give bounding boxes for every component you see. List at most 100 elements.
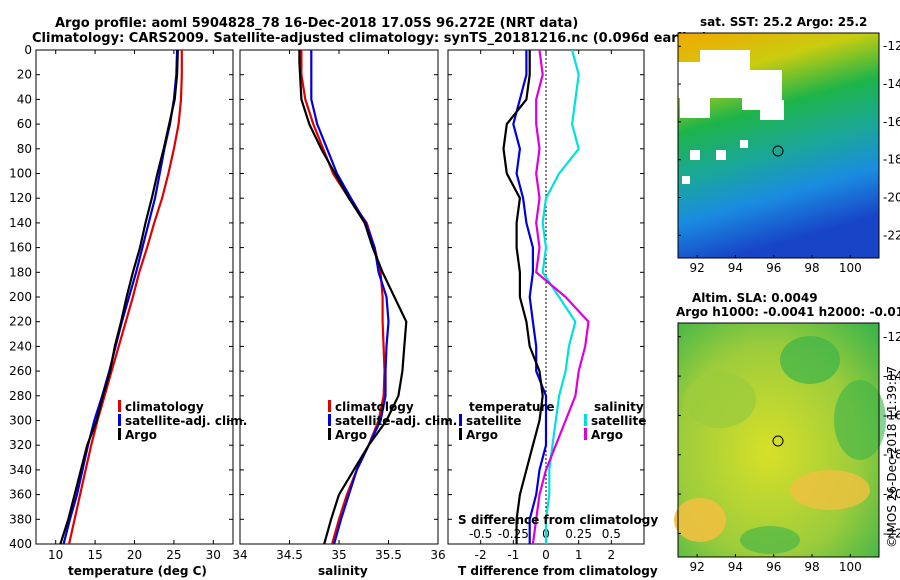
- salinity-legend: climatology satellite-adj. clim. Argo: [328, 400, 457, 442]
- map-y-tick-label: -18: [883, 153, 900, 167]
- depth-tick-label: 360: [9, 488, 32, 502]
- depth-tick-label: 200: [9, 290, 32, 304]
- x-tick-label: 36: [430, 548, 445, 562]
- depth-tick-label: 300: [9, 414, 32, 428]
- temperature-legend: climatology satellite-adj. clim. Argo: [118, 400, 247, 442]
- map-x-tick-label: 100: [839, 261, 862, 275]
- series-line-s-argo: [531, 50, 590, 544]
- series-line-t-argo: [502, 50, 544, 544]
- temperature-series: [59, 50, 183, 544]
- sla-title-line-2: Argo h1000: -0.0041 h2000: -0.014: [676, 305, 900, 319]
- map-x-tick-label: 100: [839, 560, 862, 574]
- legend-t-argo: Argo: [466, 428, 498, 442]
- sst-cloud-mask: [678, 50, 784, 184]
- map-y-tick-label: -22: [883, 526, 900, 540]
- legend-climatology: climatology: [125, 400, 204, 414]
- x-tick-label: 35.5: [375, 548, 402, 562]
- depth-tick-label: 380: [9, 512, 32, 526]
- series-line-climatology: [68, 50, 183, 544]
- legend-s-argo: Argo: [591, 428, 623, 442]
- depth-tick-label: 160: [9, 241, 32, 255]
- legend-swatch-argo: [118, 428, 121, 440]
- series-line-t-satellite: [512, 50, 548, 544]
- map-x-tick-label: 94: [728, 560, 743, 574]
- legend-climatology: climatology: [335, 400, 414, 414]
- sla-map-ticks: 92 94 96 98 100 -12 -14 -16 -18 -20 -22: [678, 330, 900, 574]
- legend-argo: Argo: [125, 428, 157, 442]
- sla-field-patches: [674, 336, 886, 554]
- x-tick-label: -1: [507, 548, 519, 562]
- depth-tick-label: 400: [9, 537, 32, 551]
- x-tick-label: 35: [331, 548, 346, 562]
- x-tick-label: 2: [608, 548, 616, 562]
- map-y-tick-label: -20: [883, 190, 900, 204]
- s-diff-tick-label: -0.25: [498, 527, 529, 541]
- salinity-panel-frame: [239, 49, 439, 545]
- temperature-panel-frame: [35, 49, 234, 545]
- depth-tick-label: 20: [17, 68, 32, 82]
- difference-legend: temperature satellite Argo salinity sate…: [459, 400, 646, 442]
- title-line-1: Argo profile: aoml 5904828_78 16-Dec-201…: [55, 16, 578, 31]
- legend-swatch-climatology: [118, 400, 121, 412]
- legend-swatch-argo: [328, 428, 331, 440]
- legend-swatch-t-satellite: [459, 414, 462, 426]
- argo-location-marker: [772, 435, 784, 447]
- sst-map: [677, 32, 880, 259]
- map-x-tick-label: 94: [728, 261, 743, 275]
- x-tick-label: 20: [127, 548, 142, 562]
- map-x-tick-label: 96: [766, 560, 781, 574]
- legend-satellite: satellite-adj. clim.: [125, 414, 247, 428]
- s-diff-tick-label: 0.25: [565, 527, 592, 541]
- legend-s-satellite: satellite: [591, 414, 646, 428]
- map-y-tick-label: -22: [883, 228, 900, 242]
- difference-axis-ticks: -2 -1 0 1 2: [475, 50, 615, 562]
- map-y-tick-label: -12: [883, 330, 900, 344]
- map-y-tick-label: -12: [883, 39, 900, 53]
- x-tick-label: 34.5: [276, 548, 303, 562]
- s-diff-tick-label: 0.5: [602, 527, 621, 541]
- sla-title-line-1: Altim. SLA: 0.0049: [692, 291, 818, 305]
- map-x-tick-label: 98: [804, 261, 819, 275]
- depth-tick-label: 220: [9, 315, 32, 329]
- map-y-tick-label: -20: [883, 487, 900, 501]
- x-tick-label: 25: [166, 548, 181, 562]
- x-tick-label: 10: [48, 548, 63, 562]
- x-tick-label: 30: [206, 548, 221, 562]
- legend-swatch-satellite: [118, 414, 121, 426]
- depth-tick-label: 40: [17, 92, 32, 106]
- depth-tick-label: 240: [9, 339, 32, 353]
- difference-series: [502, 50, 590, 544]
- depth-tick-label: 180: [9, 265, 32, 279]
- depth-axis-ticks: 0 20 40 60 80 100 120 140 160 180 200 220 240 260 280 3…: [9, 43, 644, 551]
- depth-tick-label: 80: [17, 142, 32, 156]
- legend-swatch-satellite: [328, 414, 331, 426]
- sst-map-ticks: 92 94 96 98 100 -12 -14 -16 -18 -20 -22: [678, 39, 900, 275]
- depth-tick-label: 320: [9, 438, 32, 452]
- title-line-2: Climatology: CARS2009. Satellite-adjuste…: [32, 31, 708, 46]
- x-tick-label: -2: [475, 548, 487, 562]
- map-x-tick-label: 92: [690, 560, 705, 574]
- legend-salinity-title: salinity: [594, 400, 644, 414]
- legend-t-satellite: satellite: [466, 414, 521, 428]
- map-y-tick-label: -14: [883, 77, 900, 91]
- legend-swatch-s-satellite: [584, 414, 587, 426]
- salinity-axis-ticks: 34 34.5 35 35.5 36: [232, 50, 446, 562]
- legend-swatch-climatology: [328, 400, 331, 412]
- x-tick-label: 1: [575, 548, 583, 562]
- depth-tick-label: 260: [9, 364, 32, 378]
- series-line-s-satellite: [541, 50, 580, 544]
- imos-credit: ©IMOS 26-Dec-2018 11:39:37: [885, 366, 899, 548]
- sst-map-frame: [677, 32, 880, 259]
- depth-tick-label: 0: [24, 43, 32, 57]
- legend-swatch-t-argo: [459, 428, 462, 440]
- difference-xlabel: T difference from climatology: [458, 564, 658, 578]
- map-x-tick-label: 92: [690, 261, 705, 275]
- map-x-tick-label: 96: [766, 261, 781, 275]
- sla-map: [674, 322, 886, 558]
- series-line-climatology: [300, 50, 386, 544]
- salinity-series: [298, 50, 408, 544]
- x-tick-label: 34: [232, 548, 247, 562]
- depth-tick-label: 100: [9, 167, 32, 181]
- map-y-tick-label: -16: [883, 408, 900, 422]
